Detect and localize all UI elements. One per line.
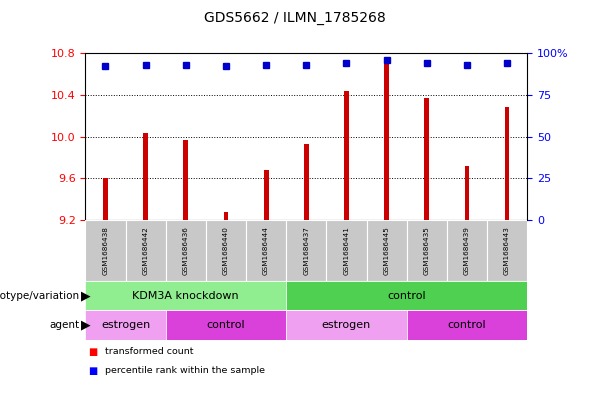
Text: ▶: ▶	[81, 319, 90, 332]
Text: ■: ■	[88, 366, 98, 376]
Bar	[166, 310, 286, 340]
Text: GSM1686435: GSM1686435	[423, 226, 430, 275]
Text: GSM1686444: GSM1686444	[263, 226, 269, 275]
Text: agent: agent	[49, 320, 80, 330]
Text: estrogen: estrogen	[101, 320, 150, 330]
Text: GSM1686439: GSM1686439	[464, 226, 470, 275]
Text: ▶: ▶	[81, 289, 90, 302]
Bar	[286, 281, 527, 310]
Bar	[487, 220, 527, 281]
Bar	[366, 220, 406, 281]
Text: GSM1686436: GSM1686436	[183, 226, 189, 275]
Text: genotype/variation: genotype/variation	[0, 291, 80, 301]
Bar	[264, 170, 269, 220]
Bar	[286, 310, 406, 340]
Text: GSM1686437: GSM1686437	[303, 226, 309, 275]
Bar	[183, 140, 188, 220]
Text: transformed count: transformed count	[105, 347, 193, 356]
Text: GSM1686441: GSM1686441	[343, 226, 349, 275]
Bar	[326, 220, 366, 281]
Bar	[85, 220, 125, 281]
Text: control: control	[448, 320, 487, 330]
Bar	[206, 220, 246, 281]
Text: ■: ■	[88, 347, 98, 357]
Text: GSM1686443: GSM1686443	[504, 226, 510, 275]
Bar	[447, 220, 487, 281]
Bar	[465, 166, 469, 220]
Text: percentile rank within the sample: percentile rank within the sample	[105, 366, 265, 375]
Bar	[103, 178, 108, 220]
Bar	[85, 310, 166, 340]
Text: GSM1686438: GSM1686438	[102, 226, 108, 275]
Text: control: control	[207, 320, 245, 330]
Text: estrogen: estrogen	[322, 320, 371, 330]
Bar	[224, 212, 229, 220]
Bar	[344, 91, 349, 220]
Bar	[424, 98, 429, 220]
Bar	[143, 134, 148, 220]
Text: KDM3A knockdown: KDM3A knockdown	[133, 291, 239, 301]
Text: GSM1686440: GSM1686440	[223, 226, 229, 275]
Bar	[304, 144, 309, 220]
Bar	[246, 220, 286, 281]
Bar	[166, 220, 206, 281]
Text: GDS5662 / ILMN_1785268: GDS5662 / ILMN_1785268	[204, 11, 385, 25]
Text: GSM1686442: GSM1686442	[143, 226, 148, 275]
Bar	[505, 107, 509, 220]
Text: GSM1686445: GSM1686445	[383, 226, 389, 275]
Bar	[125, 220, 166, 281]
Bar	[384, 58, 389, 220]
Text: control: control	[388, 291, 426, 301]
Bar	[85, 281, 286, 310]
Bar	[286, 220, 326, 281]
Bar	[406, 220, 447, 281]
Bar	[406, 310, 527, 340]
